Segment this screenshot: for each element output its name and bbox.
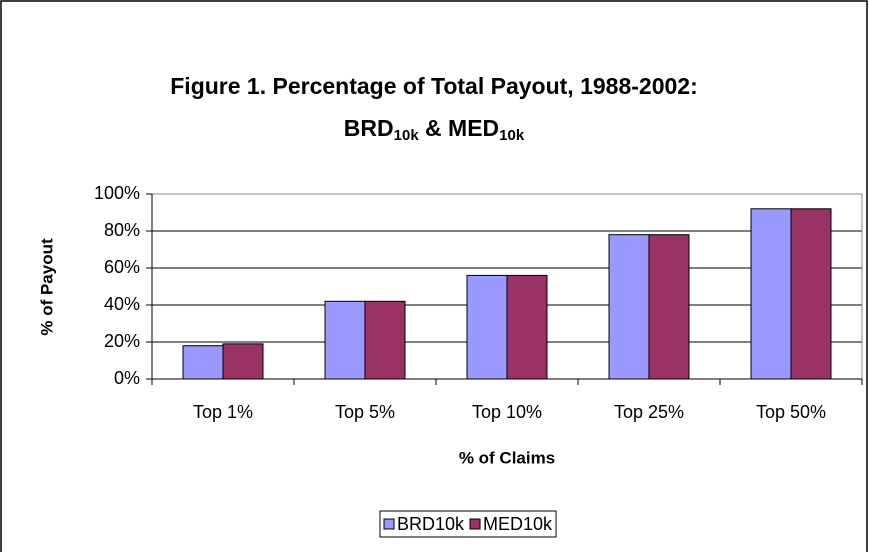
y-tick-label: 100% [94,183,140,203]
bar [750,208,792,380]
legend-label: BRD10k [397,514,465,534]
bar [222,343,264,380]
y-tick-label: 40% [104,294,140,314]
chart-title: Figure 1. Percentage of Total Payout, 19… [170,73,697,99]
bar [466,274,508,380]
bar [364,300,406,380]
y-tick-label: 60% [104,257,140,277]
bar [648,234,690,380]
x-tick-label: Top 50% [756,402,826,422]
y-tick-label: 20% [104,331,140,351]
title-part: BRD [344,115,394,141]
x-tick-label: Top 5% [335,402,395,422]
bar [324,300,366,380]
bar [182,345,224,380]
y-tick-label: 0% [114,368,140,388]
title-subscript: 10k [499,127,525,144]
x-tick-label: Top 10% [472,402,542,422]
title-part: & MED [419,115,500,141]
chart-title: BRD10k & MED10k [344,115,525,144]
bar [608,234,650,380]
y-axis-label: % of Payout [37,238,56,336]
legend-swatch [383,518,395,530]
bar [506,274,548,380]
legend-swatch [469,518,481,530]
legend-label: MED10k [483,514,553,534]
x-tick-label: Top 25% [614,402,684,422]
bar [790,208,832,380]
legend-box [379,510,557,538]
y-tick-label: 80% [104,220,140,240]
title-subscript: 10k [394,127,420,144]
x-tick-label: Top 1% [193,402,253,422]
x-axis-label: % of Claims [459,448,555,467]
